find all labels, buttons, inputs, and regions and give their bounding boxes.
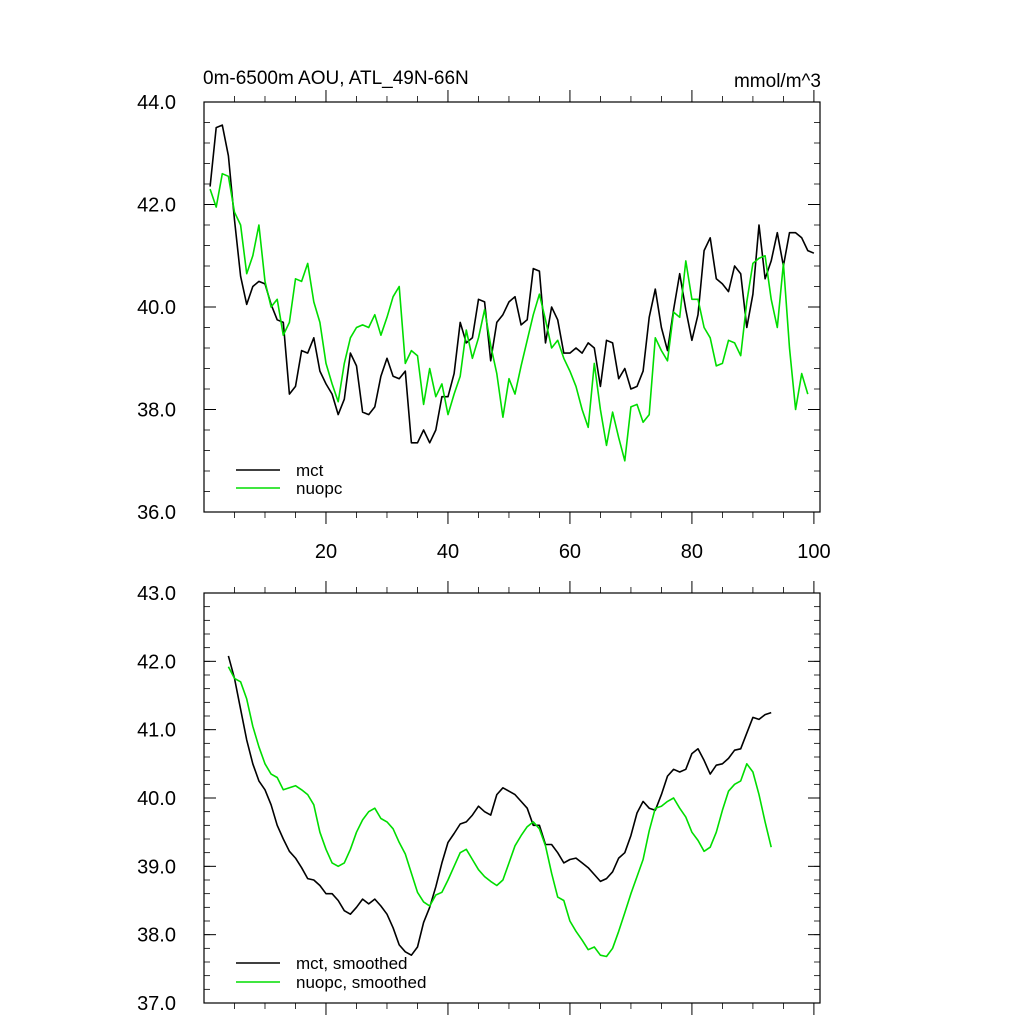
x-tick-label: 100 — [797, 541, 830, 563]
y-tick-label: 38.0 — [137, 925, 176, 947]
series-line-mct — [209, 124, 815, 444]
top-panel: 0m-6500m AOU, ATL_49N-66N mmol/m^3 36.0 3… — [137, 68, 831, 563]
x-tick-label: 60 — [559, 541, 581, 563]
y-tick-label: 38.0 — [137, 400, 176, 422]
y-tick-label: 36.0 — [137, 502, 176, 524]
plot-frame — [203, 592, 821, 1004]
bottom-panel: 37.0 38.0 39.0 40.0 41.0 42.0 43.0 mct, smoothe… — [137, 581, 821, 1015]
y-tick-label: 40.0 — [137, 788, 176, 810]
y-tick-label: 44.0 — [137, 92, 176, 114]
legend-label: mct — [296, 461, 324, 480]
legend-label: nuopc, smoothed — [296, 973, 426, 992]
y-tick-label: 40.0 — [137, 297, 176, 319]
series-line-nuopc — [209, 172, 809, 462]
x-tick-label: 20 — [315, 541, 337, 563]
y-tick-label: 37.0 — [137, 993, 176, 1015]
series-line-nuopc-smoothed — [227, 666, 772, 958]
y-tick-label: 41.0 — [137, 720, 176, 742]
units-label: mmol/m^3 — [734, 71, 821, 92]
x-tick-label: 80 — [681, 541, 703, 563]
x-tick-label: 40 — [437, 541, 459, 563]
y-tick-label: 42.0 — [137, 651, 176, 673]
y-tick-label: 43.0 — [137, 583, 176, 605]
y-tick-label: 42.0 — [137, 195, 176, 217]
chart-title: 0m-6500m AOU, ATL_49N-66N — [203, 68, 469, 89]
plot-frame — [203, 101, 821, 513]
legend-label: mct, smoothed — [296, 954, 408, 973]
y-tick-label: 39.0 — [137, 856, 176, 878]
legend-label: nuopc — [296, 479, 343, 498]
series-line-mct-smoothed — [227, 655, 772, 957]
